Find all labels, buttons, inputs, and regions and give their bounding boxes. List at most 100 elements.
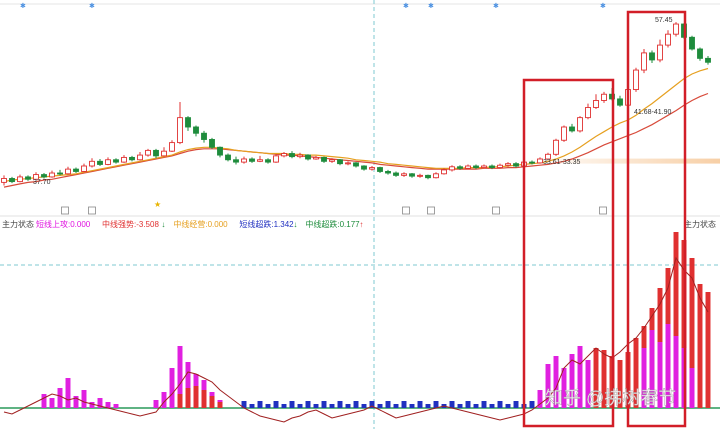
- candle: [145, 148, 151, 157]
- indicator-bar-magenta: [89, 402, 95, 408]
- indicator-bar-blue: [433, 401, 439, 408]
- candle-body: [665, 33, 671, 46]
- indicator-bar-blue: [481, 401, 487, 408]
- legend-item: 中线超跌:0.177: [305, 219, 360, 229]
- candle: [401, 172, 407, 177]
- highlight-box-rally: [626, 10, 687, 428]
- legend-arrow: ↑: [359, 220, 363, 229]
- candle: [697, 47, 703, 61]
- candle-body: [161, 150, 167, 157]
- candle-body: [193, 126, 199, 134]
- candle: [233, 156, 239, 165]
- indicator-bar-magenta: [65, 378, 71, 408]
- candle: [273, 154, 279, 163]
- candle: [353, 162, 359, 168]
- candle: [393, 171, 399, 177]
- candle: [377, 166, 383, 174]
- indicator-bar-red: [673, 232, 679, 408]
- candle: [57, 169, 63, 176]
- indicator-legend: 短线上攻:0.000 中线强势:-3.508 ↓ 中线经营:0.000 短线超跌:1.3…: [36, 219, 363, 229]
- candle-body: [241, 158, 247, 163]
- candle: [225, 153, 231, 162]
- candle: [561, 125, 567, 142]
- candle: [577, 116, 583, 133]
- candle-body: [153, 149, 159, 157]
- candle-body: [649, 52, 655, 61]
- candle-body: [121, 156, 127, 163]
- indicator-bar-blue: [313, 404, 319, 408]
- candle-body: [57, 172, 63, 175]
- candle-body: [473, 165, 479, 169]
- candle-body: [569, 126, 575, 132]
- top-star-icon: ✱: [20, 2, 26, 10]
- candle: [705, 56, 711, 65]
- candle-body: [265, 159, 271, 163]
- candles: [1, 22, 711, 186]
- candle: [17, 174, 23, 183]
- indicator-bar-blue: [241, 401, 247, 408]
- candle-body: [617, 98, 623, 106]
- indicator-bar-magenta: [673, 336, 679, 408]
- candle: [481, 164, 487, 169]
- candle-body: [441, 169, 447, 175]
- candle-body: [305, 154, 311, 160]
- candle-body: [257, 159, 263, 162]
- candle-body: [185, 117, 191, 128]
- candle-body: [137, 154, 143, 161]
- candle: [345, 161, 351, 166]
- event-icon: [61, 206, 69, 215]
- candle-body: [289, 153, 295, 158]
- candle-body: [577, 117, 583, 132]
- candle: [649, 50, 655, 64]
- candle-body: [409, 173, 415, 177]
- indicator-right-label: 主力状态: [684, 219, 716, 229]
- event-icon: [599, 206, 607, 215]
- candle: [41, 173, 47, 179]
- candle: [313, 155, 319, 160]
- indicator-bar-blue: [489, 404, 495, 408]
- price-labels: 57.45 37.70 33.61-33.35 41.68-41.90: [33, 17, 673, 186]
- indicator-trend-line: [3, 256, 709, 423]
- indicator-bar-magenta: [49, 398, 55, 408]
- candle-body: [393, 172, 399, 176]
- indicator-bar-magenta: [177, 346, 183, 408]
- indicator-bar-magenta: [657, 342, 663, 408]
- indicator-bar-magenta: [569, 354, 575, 408]
- candle: [417, 173, 423, 178]
- candle: [257, 155, 263, 163]
- indicator-bar-magenta: [57, 388, 63, 408]
- candle: [305, 154, 311, 161]
- candle-body: [337, 159, 343, 165]
- indicator-bar-magenta: [537, 390, 543, 408]
- candle-body: [497, 164, 503, 169]
- candle-body: [329, 159, 335, 162]
- candle: [1, 175, 7, 186]
- indicator-bar-blue: [345, 404, 351, 408]
- candle: [49, 170, 55, 178]
- candle: [425, 174, 431, 180]
- candle-body: [313, 156, 319, 160]
- candle: [545, 152, 551, 160]
- candle-body: [385, 171, 391, 174]
- indicator-bar-red: [217, 402, 223, 408]
- indicator-bar-blue: [449, 401, 455, 408]
- candle: [65, 166, 71, 175]
- candle: [217, 146, 223, 158]
- candle-body: [1, 178, 7, 183]
- indicator-bar-magenta: [153, 400, 159, 408]
- candle-body: [177, 117, 183, 144]
- candle-body: [145, 149, 151, 156]
- candle: [657, 39, 663, 63]
- watermark: 知乎 @拂树春节: [545, 388, 676, 408]
- candle-body: [697, 48, 703, 59]
- candle-body: [9, 178, 15, 183]
- indicator-bar-magenta: [97, 398, 103, 408]
- candle: [329, 158, 335, 163]
- candle: [113, 158, 119, 164]
- candle-body: [41, 174, 47, 178]
- indicator-bar-red: [209, 396, 215, 408]
- candle-body: [321, 156, 327, 162]
- candle-body: [457, 166, 463, 169]
